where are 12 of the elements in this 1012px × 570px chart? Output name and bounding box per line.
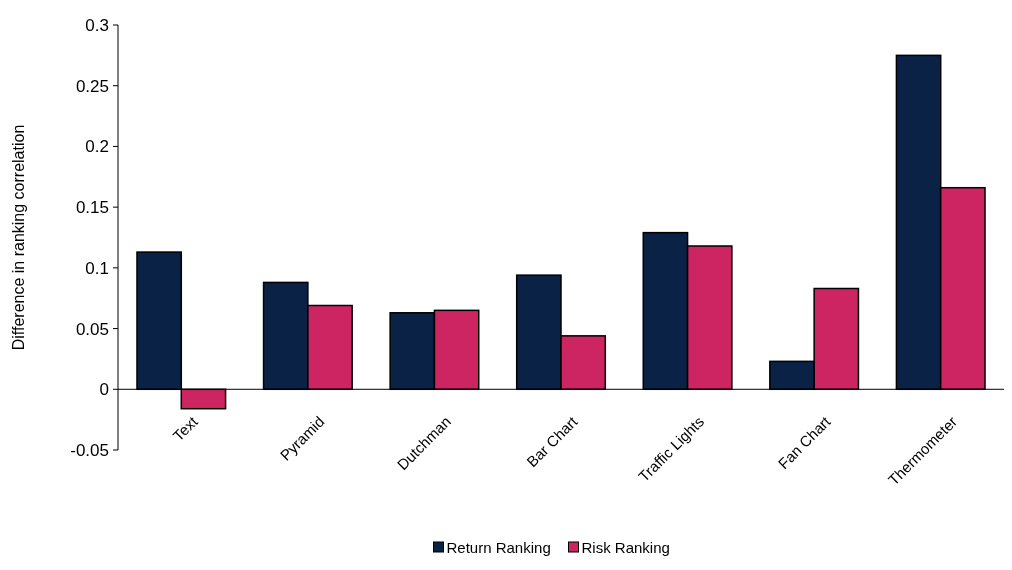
legend-label: Risk Ranking: [581, 539, 670, 557]
x-tick-label: Text: [169, 412, 202, 445]
y-tick-label: 0.25: [75, 76, 109, 96]
y-tick-label: 0.05: [75, 319, 109, 339]
legend-label: Return Ranking: [446, 539, 551, 557]
y-tick-label: 0.1: [85, 258, 109, 278]
y-tick-label: -0.05: [70, 440, 109, 460]
y-tick-label: 0.2: [85, 137, 109, 157]
y-axis-title: Difference in ranking correlation: [10, 124, 27, 351]
y-tick-label: 0.15: [75, 198, 109, 218]
y-tick-label: 0: [99, 380, 109, 400]
y-tick-label: 0.3: [85, 15, 109, 35]
